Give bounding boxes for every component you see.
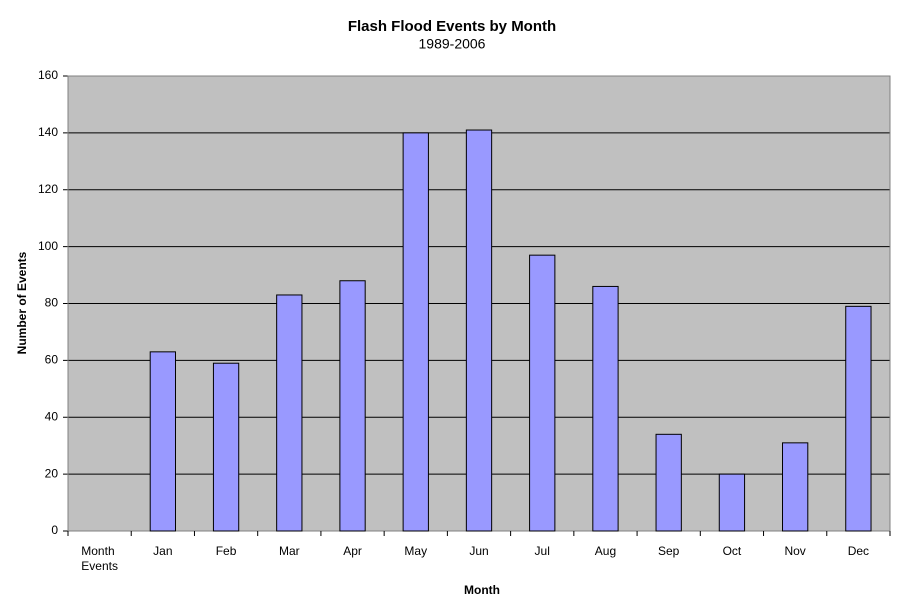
x-axis-title: Month bbox=[464, 583, 500, 597]
y-tick-label: 120 bbox=[38, 182, 58, 196]
x-tick-label: Aug bbox=[595, 544, 616, 558]
x-tick-label: May bbox=[404, 544, 427, 558]
x-tick-label: Feb bbox=[216, 544, 237, 558]
x-tick-label: Jul bbox=[535, 544, 550, 558]
bar bbox=[718, 473, 746, 532]
chart-subtitle: 1989-2006 bbox=[419, 36, 486, 52]
bar bbox=[212, 362, 240, 532]
x-tick-label: Sep bbox=[658, 544, 680, 558]
y-tick-label: 0 bbox=[51, 523, 58, 537]
bar bbox=[655, 433, 682, 532]
y-tick-label: 20 bbox=[45, 466, 59, 480]
x-tick-label: Oct bbox=[723, 544, 742, 558]
y-tick-label: 60 bbox=[45, 353, 59, 367]
bar bbox=[402, 132, 429, 532]
bar bbox=[782, 442, 809, 532]
y-tick-label: 140 bbox=[38, 125, 58, 139]
y-tick-label: 40 bbox=[45, 409, 59, 423]
bar bbox=[845, 305, 872, 532]
bar bbox=[592, 285, 619, 532]
bar bbox=[465, 129, 493, 532]
y-tick-label: 80 bbox=[45, 296, 59, 310]
y-axis-title: Number of Events bbox=[15, 251, 29, 354]
x-tick-label: Nov bbox=[784, 544, 805, 558]
x-tick-label: Apr bbox=[343, 544, 362, 558]
y-tick-label: 160 bbox=[38, 68, 58, 82]
bar bbox=[339, 280, 366, 532]
chart-title: Flash Flood Events by Month bbox=[348, 18, 556, 35]
x-tick-label: Mar bbox=[279, 544, 300, 558]
x-tick-label: Dec bbox=[848, 544, 869, 558]
bar bbox=[149, 351, 176, 532]
x-tick-label: Jun bbox=[469, 544, 488, 558]
bar bbox=[529, 254, 556, 532]
x-tick-label: Month Events bbox=[81, 544, 118, 573]
x-tick-label: Jan bbox=[153, 544, 172, 558]
bar bbox=[276, 294, 303, 532]
y-tick-label: 100 bbox=[38, 239, 58, 253]
